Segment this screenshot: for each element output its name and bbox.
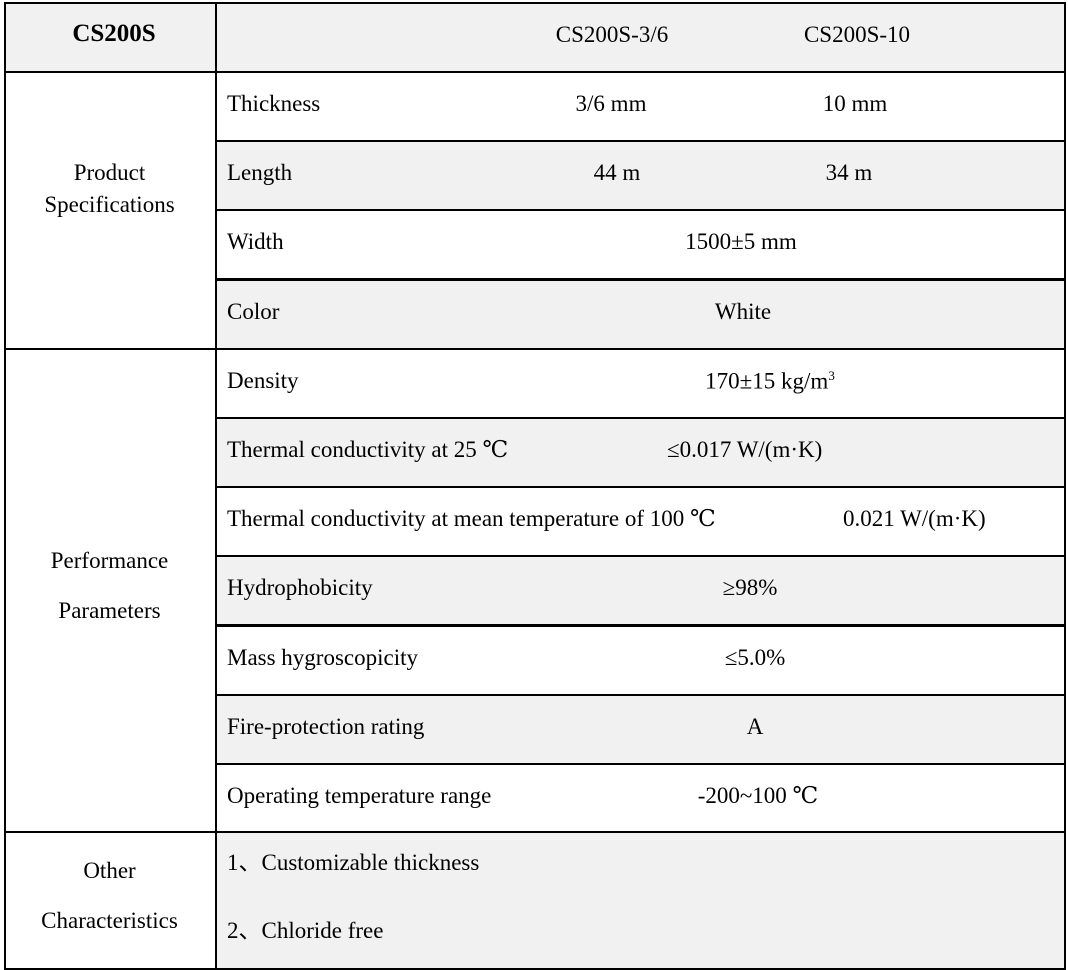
row-label: Length	[227, 160, 293, 185]
table-row	[215, 555, 1066, 626]
row-label: Color	[227, 299, 280, 324]
row-label: Density	[227, 368, 299, 393]
row-value: 0.021 W/(m·K)	[843, 506, 986, 531]
table-row	[215, 417, 1066, 488]
group-other-label: Other Characteristics	[41, 858, 178, 933]
row-value: 170±15 kg/m3	[705, 369, 835, 393]
row-label: Mass hygroscopicity	[227, 645, 419, 670]
row-label: Fire-protection rating	[227, 714, 425, 739]
row-value: 170±15 kg/m	[705, 368, 829, 394]
row-label: Hydrophobicity	[227, 575, 373, 600]
group-other-cell	[4, 831, 217, 970]
row-value: 1500±5 mm	[685, 229, 797, 254]
row-value: 3/6 mm	[575, 91, 647, 116]
table-row	[215, 763, 1066, 834]
table-row	[215, 279, 1066, 350]
row-value: ≤0.017 W/(m·K)	[667, 437, 823, 462]
row-value: A	[746, 714, 764, 739]
header-models-cell	[215, 2, 1066, 73]
table-row	[215, 140, 1066, 211]
other-item: 1、Customizable thickness	[227, 850, 480, 875]
table-row	[215, 694, 1066, 765]
row-value: ≤5.0%	[724, 645, 786, 670]
table-row	[215, 625, 1066, 696]
row-value: 34 m	[825, 160, 873, 185]
row-label: Operating temperature range	[227, 783, 492, 808]
row-value: White	[714, 299, 772, 324]
header-model: CS200S-3/6	[555, 22, 669, 47]
other-item: 2、Chloride free	[227, 918, 384, 943]
header-title-cell	[4, 2, 217, 73]
row-value: 44 m	[593, 160, 641, 185]
row-label: Thermal conductivity at mean temperature…	[227, 506, 716, 531]
group-product-label: Product Specifications	[44, 160, 175, 217]
table-row	[215, 348, 1066, 419]
header-model: CS200S-10	[803, 22, 911, 47]
other-characteristics-cell	[215, 831, 1066, 970]
header-title: CS200S	[72, 20, 156, 47]
group-performance-label: Performance Parameters	[50, 548, 169, 623]
superscript: 3	[828, 368, 835, 383]
row-value: 10 mm	[822, 91, 888, 116]
row-label: Thickness	[227, 91, 321, 116]
row-label: Thermal conductivity at 25 ℃	[227, 437, 509, 462]
table-row	[215, 209, 1066, 280]
row-value: ≥98%	[722, 575, 778, 600]
row-label: Width	[227, 229, 284, 254]
row-value: -200~100 ℃	[697, 783, 819, 808]
table-row	[215, 486, 1066, 557]
